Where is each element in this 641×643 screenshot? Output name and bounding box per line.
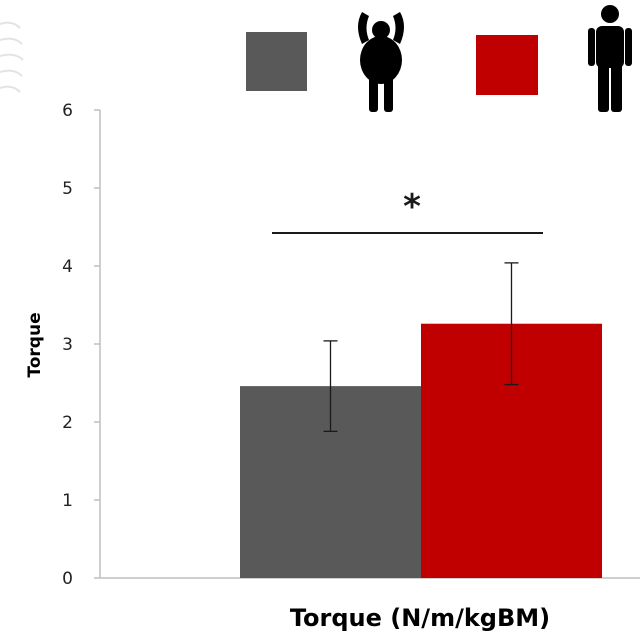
lean-person-icon — [588, 5, 632, 112]
icon-right-leg — [384, 76, 393, 112]
legend-swatch-1 — [476, 35, 538, 95]
icon-left-arm — [358, 12, 369, 44]
icon-left-leg — [598, 64, 609, 112]
y-tick-label: 2 — [62, 413, 73, 433]
y-tick-label: 5 — [62, 179, 73, 199]
icon-right-leg — [611, 64, 622, 112]
y-tick-label: 4 — [62, 257, 73, 277]
icon-head — [372, 21, 390, 39]
watermark-fragment — [0, 21, 24, 93]
y-tick-label: 6 — [62, 101, 73, 121]
icon-left-arm — [588, 28, 595, 66]
icon-right-arm — [625, 28, 632, 66]
chart-bars — [240, 262, 602, 578]
icon-torso — [596, 26, 624, 68]
y-tick-label: 3 — [62, 335, 73, 355]
y-tick-label: 1 — [62, 491, 73, 511]
icon-head — [601, 5, 619, 23]
x-axis-label: Torque (N/m/kgBM) — [290, 604, 550, 632]
icon-right-arm — [393, 12, 404, 44]
chart-legend — [246, 5, 632, 112]
significance-marker: * — [403, 187, 421, 227]
y-tick-label: 0 — [62, 569, 73, 589]
icon-left-leg — [369, 76, 378, 112]
icon-body — [360, 36, 402, 84]
obese-person-icon — [358, 12, 404, 112]
y-axis-label: Torque — [25, 312, 45, 377]
chart-annotations: * — [272, 187, 543, 234]
legend-swatch-0 — [246, 32, 307, 91]
